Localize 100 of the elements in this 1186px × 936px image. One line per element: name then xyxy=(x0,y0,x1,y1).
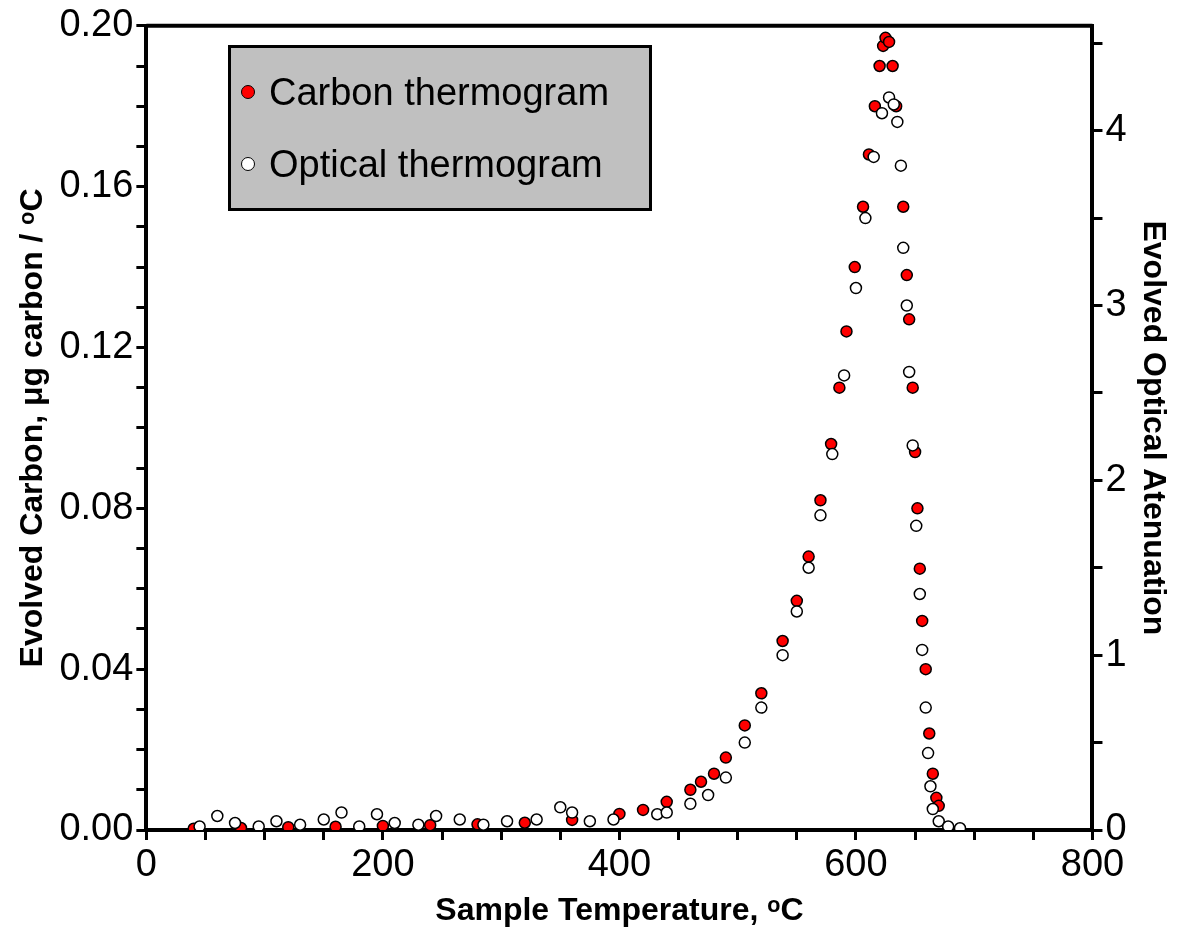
legend-label: Optical thermogram xyxy=(269,142,603,186)
point xyxy=(802,550,815,563)
point xyxy=(738,719,752,732)
y-tick-label: 0.08 xyxy=(59,484,134,527)
point xyxy=(848,260,862,274)
point xyxy=(755,687,768,700)
point xyxy=(833,381,846,394)
point xyxy=(814,494,827,507)
point xyxy=(530,813,543,826)
point xyxy=(913,587,927,601)
y-tick-label: 0.00 xyxy=(59,806,134,849)
point xyxy=(941,820,955,830)
point xyxy=(802,561,815,575)
point xyxy=(837,369,851,382)
point xyxy=(607,813,620,826)
point xyxy=(453,813,467,826)
point xyxy=(694,775,708,788)
point xyxy=(824,437,838,451)
point xyxy=(518,816,532,830)
point xyxy=(776,634,789,648)
point xyxy=(915,614,929,628)
point xyxy=(891,115,904,129)
point xyxy=(897,241,910,255)
point xyxy=(814,509,827,522)
point xyxy=(317,813,330,826)
point xyxy=(500,815,514,828)
point xyxy=(282,820,295,830)
y2-tick-label: 2 xyxy=(1105,456,1127,499)
point xyxy=(875,106,889,120)
point xyxy=(429,809,443,823)
y2-tick-label: 1 xyxy=(1105,631,1127,674)
point xyxy=(921,746,935,760)
point xyxy=(906,439,919,452)
x-axis-title: Sample Temperature, ᵒC xyxy=(435,890,804,927)
point xyxy=(370,808,384,821)
point xyxy=(701,788,715,802)
point xyxy=(840,325,853,338)
point xyxy=(919,701,932,714)
point xyxy=(335,806,348,819)
y-tick-label: 0.20 xyxy=(59,2,134,45)
point xyxy=(193,820,206,830)
x-tick-label: 0 xyxy=(135,842,157,885)
point xyxy=(776,648,789,662)
point xyxy=(926,767,940,780)
point xyxy=(790,605,804,618)
point xyxy=(886,59,899,73)
point xyxy=(849,281,863,295)
point xyxy=(924,780,937,793)
point xyxy=(660,806,673,819)
point xyxy=(565,806,579,819)
point xyxy=(900,268,914,282)
legend-label: Carbon thermogram xyxy=(269,70,610,114)
y-tick-label: 0.16 xyxy=(59,163,134,206)
point xyxy=(707,767,721,780)
point xyxy=(252,820,265,830)
point xyxy=(923,727,936,740)
point xyxy=(388,816,401,830)
point xyxy=(902,313,916,326)
point xyxy=(902,365,916,379)
point xyxy=(911,502,924,515)
point xyxy=(932,815,945,828)
point xyxy=(919,662,932,676)
point xyxy=(906,381,919,394)
point xyxy=(900,299,914,312)
point xyxy=(270,815,283,828)
y2-axis-title: Evolved Optical Atenuation xyxy=(1136,220,1173,636)
point xyxy=(228,816,242,830)
point xyxy=(790,594,804,608)
point xyxy=(660,795,673,809)
point xyxy=(352,820,366,830)
point xyxy=(915,643,929,657)
x-tick-label: 600 xyxy=(824,842,888,885)
point xyxy=(211,809,224,823)
point xyxy=(684,783,697,797)
point xyxy=(684,797,697,811)
y2-tick-label: 3 xyxy=(1105,282,1127,325)
y-axis-title: Evolved Carbon, μg carbon / ᵒC xyxy=(13,188,50,668)
point xyxy=(882,35,896,49)
point xyxy=(719,771,733,784)
y-tick-label: 0.12 xyxy=(59,323,134,366)
point xyxy=(583,815,597,828)
point xyxy=(873,59,886,73)
point xyxy=(329,820,342,830)
point xyxy=(719,751,733,764)
point xyxy=(867,150,880,164)
point xyxy=(913,562,927,575)
point xyxy=(755,701,768,714)
y-tick-label: 0.04 xyxy=(59,645,134,688)
point xyxy=(826,447,839,461)
point xyxy=(738,736,752,749)
point xyxy=(897,200,910,213)
x-tick-label: 400 xyxy=(587,842,652,885)
point xyxy=(926,802,940,816)
point xyxy=(554,801,567,814)
y2-tick-label: 4 xyxy=(1105,107,1127,150)
x-tick-label: 200 xyxy=(351,842,415,885)
point xyxy=(376,819,390,830)
point xyxy=(423,818,437,830)
point xyxy=(894,159,908,172)
point xyxy=(636,803,650,817)
